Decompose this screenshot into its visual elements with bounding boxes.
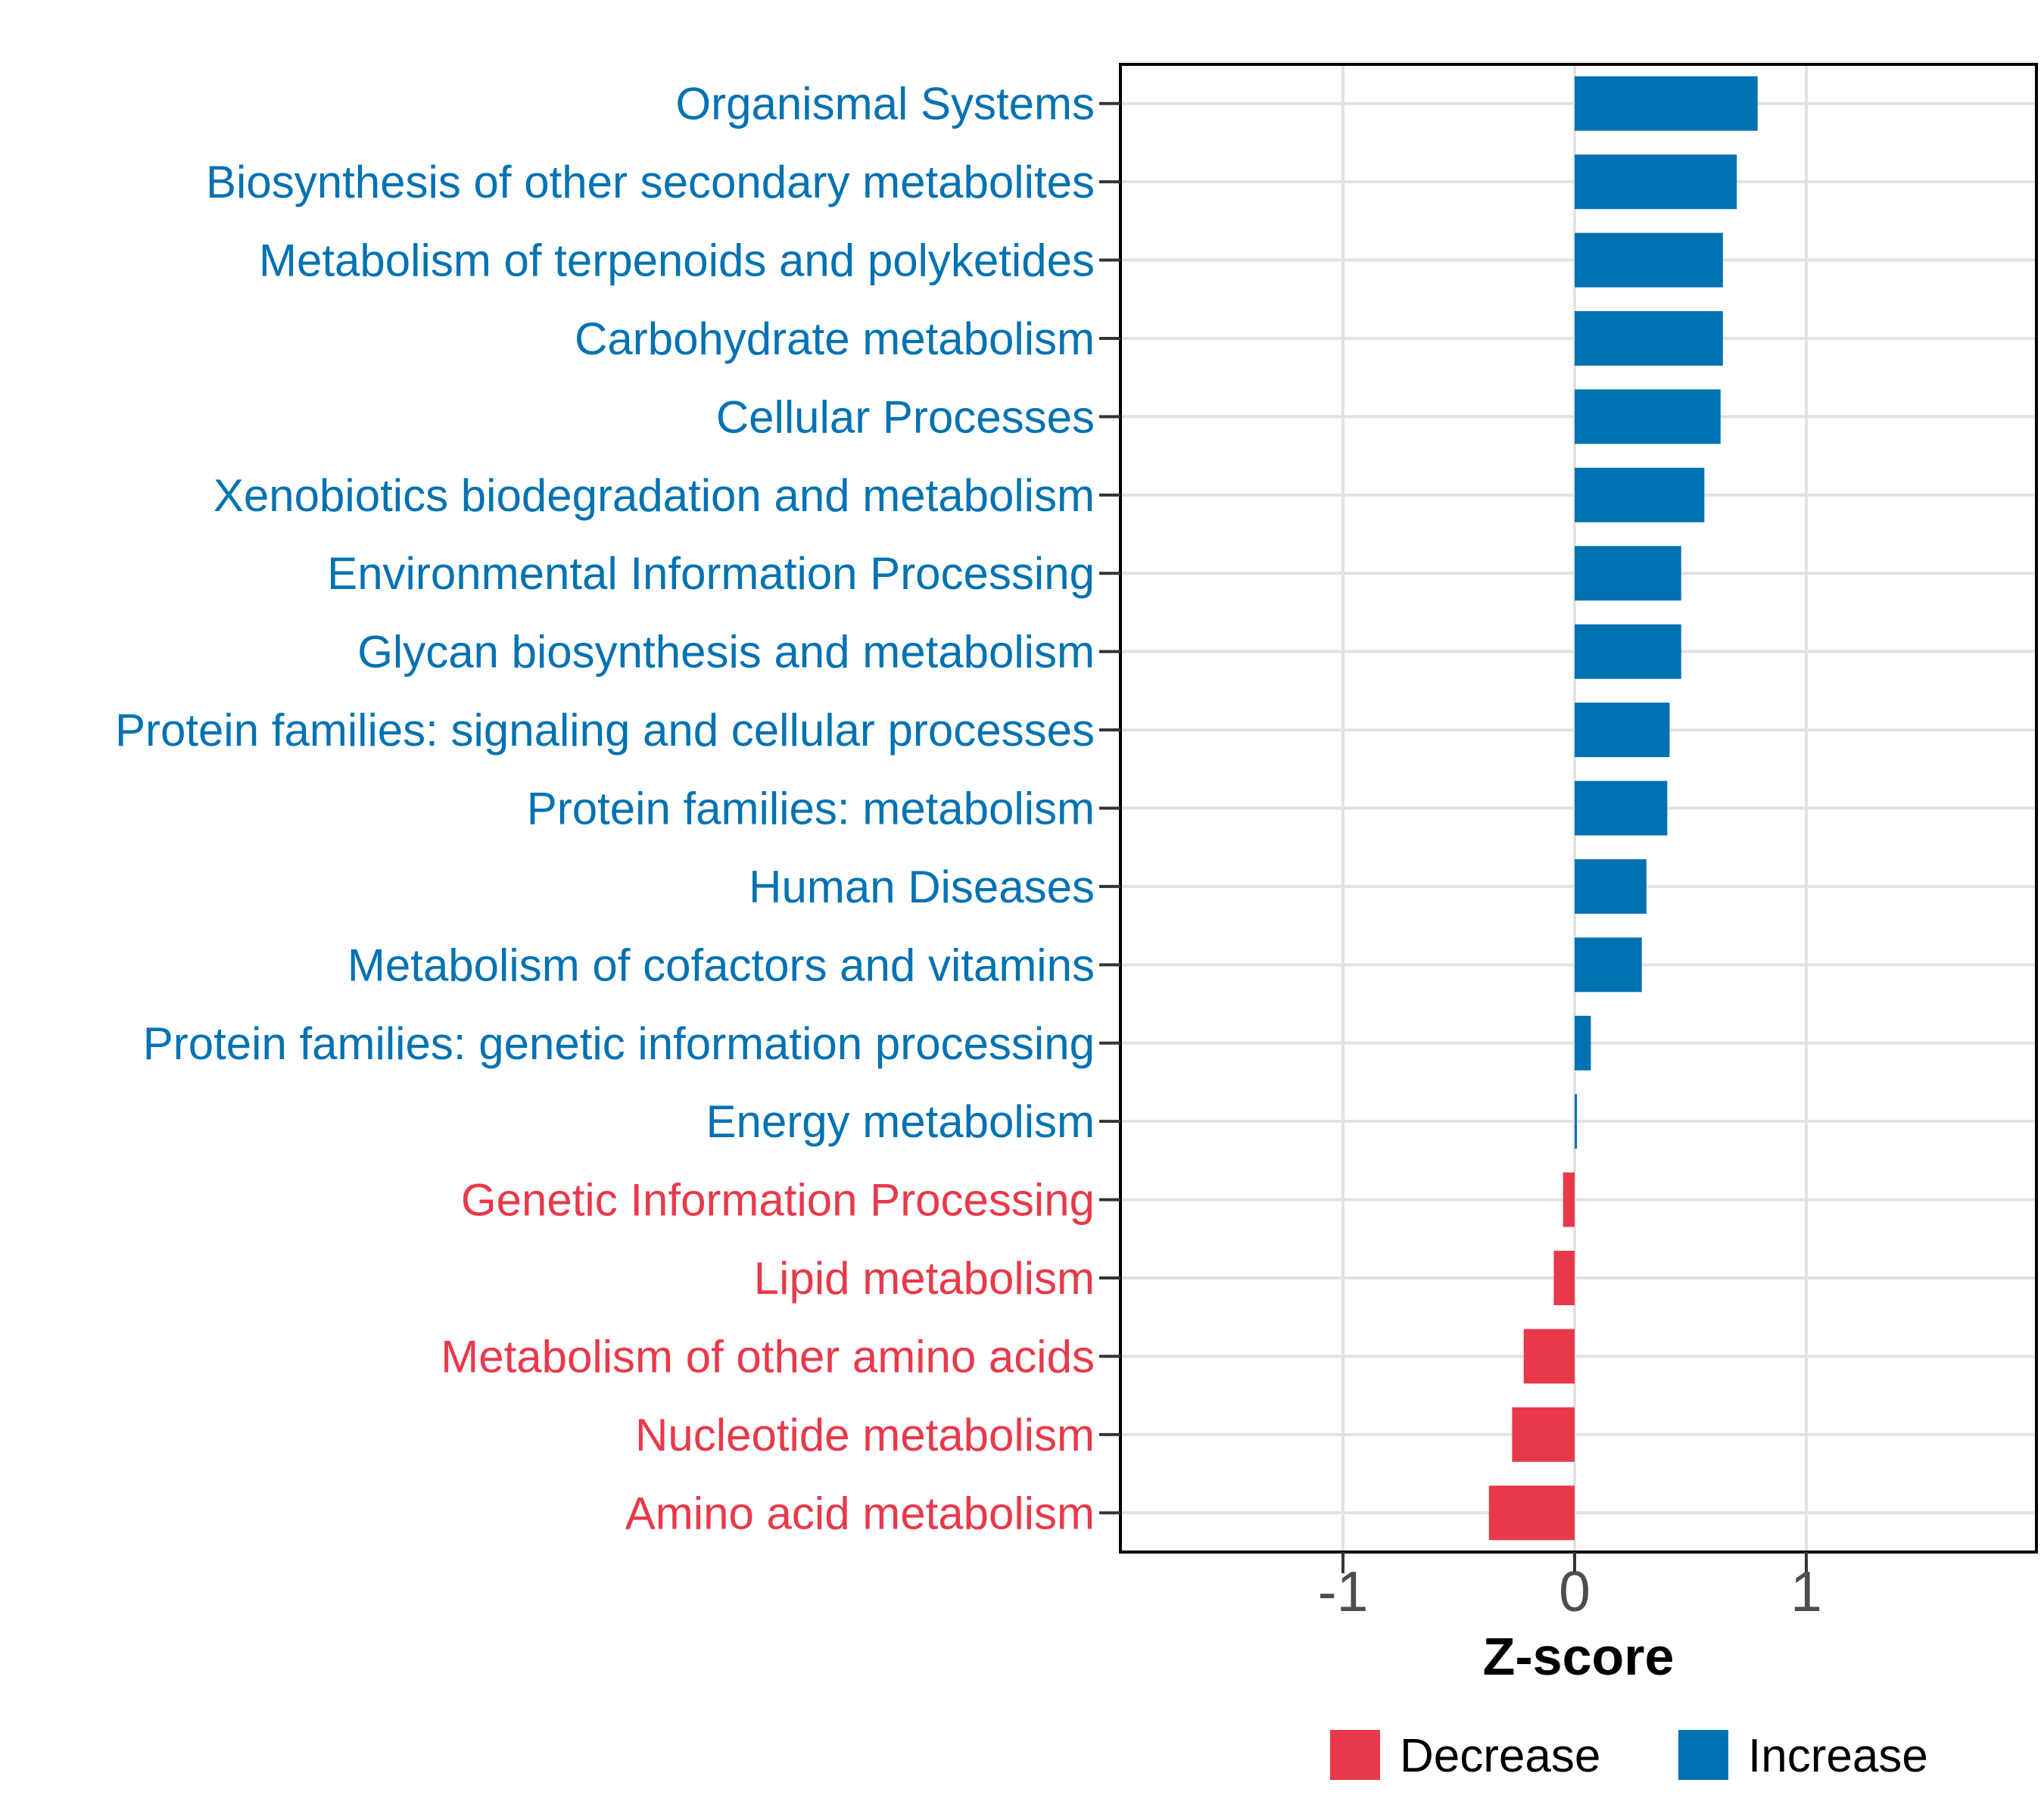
bar-increase <box>1575 859 1647 914</box>
bar-decrease <box>1563 1172 1575 1227</box>
bar-decrease <box>1512 1407 1575 1462</box>
category-label: Nucleotide metabolism <box>635 1410 1095 1460</box>
category-label: Environmental Information Processing <box>327 548 1095 599</box>
legend: Decrease Increase <box>1330 1730 1928 1782</box>
legend-swatch-decrease <box>1330 1730 1380 1780</box>
y-axis-labels: Organismal Systems Biosynthesis of other … <box>115 79 1095 1539</box>
category-label: Glycan biosynthesis and metabolism <box>357 627 1095 678</box>
category-label: Energy metabolism <box>706 1096 1095 1147</box>
x-axis-title: Z-score <box>1483 1627 1675 1686</box>
legend-label-increase: Increase <box>1748 1730 1928 1782</box>
bar-increase <box>1575 781 1668 836</box>
x-tick-label: -1 <box>1318 1560 1369 1623</box>
bar-increase <box>1575 154 1737 210</box>
category-label: Biosynthesis of other secondary metaboli… <box>206 157 1095 207</box>
category-label: Human Diseases <box>749 862 1095 912</box>
bar-decrease <box>1488 1485 1575 1541</box>
bar-decrease <box>1523 1329 1575 1384</box>
bar-increase <box>1575 310 1723 366</box>
y-axis-ticks <box>1099 101 1120 1515</box>
legend-label-decrease: Decrease <box>1400 1730 1600 1782</box>
category-label: Protein families: metabolism <box>527 784 1095 834</box>
bar-increase <box>1575 1094 1578 1149</box>
bar-increase <box>1575 1015 1591 1071</box>
category-label: Cellular Processes <box>716 391 1095 442</box>
category-label: Organismal Systems <box>676 79 1095 129</box>
bar-decrease <box>1553 1251 1575 1306</box>
bar-increase <box>1575 76 1758 131</box>
category-label: Carbohydrate metabolism <box>575 313 1095 364</box>
category-label: Metabolism of other amino acids <box>441 1331 1095 1382</box>
bar-increase <box>1575 546 1681 601</box>
x-tick-label: 1 <box>1790 1560 1822 1623</box>
bar-increase <box>1575 703 1670 758</box>
bar-increase <box>1575 937 1642 993</box>
bar-increase <box>1575 389 1721 444</box>
category-label: Lipid metabolism <box>754 1253 1095 1304</box>
bars <box>1488 76 1758 1541</box>
category-label: Genetic Information Processing <box>461 1175 1095 1226</box>
category-label: Metabolism of cofactors and vitamins <box>347 940 1095 990</box>
category-label: Amino acid metabolism <box>625 1488 1095 1538</box>
category-label: Metabolism of terpenoids and polyketides <box>259 235 1095 286</box>
bar-increase <box>1575 467 1705 522</box>
bar-increase <box>1575 624 1681 679</box>
legend-swatch-increase <box>1678 1730 1728 1780</box>
category-label: Xenobiotics biodegradation and metabolis… <box>213 470 1095 521</box>
x-tick-label: 0 <box>1559 1560 1591 1623</box>
category-label: Protein families: signaling and cellular… <box>115 705 1095 756</box>
x-axis-ticks <box>1341 1552 1808 1573</box>
x-axis-tick-labels: -1 0 1 <box>1318 1560 1822 1623</box>
bar-increase <box>1575 232 1723 288</box>
category-label: Protein families: genetic information pr… <box>143 1018 1095 1069</box>
